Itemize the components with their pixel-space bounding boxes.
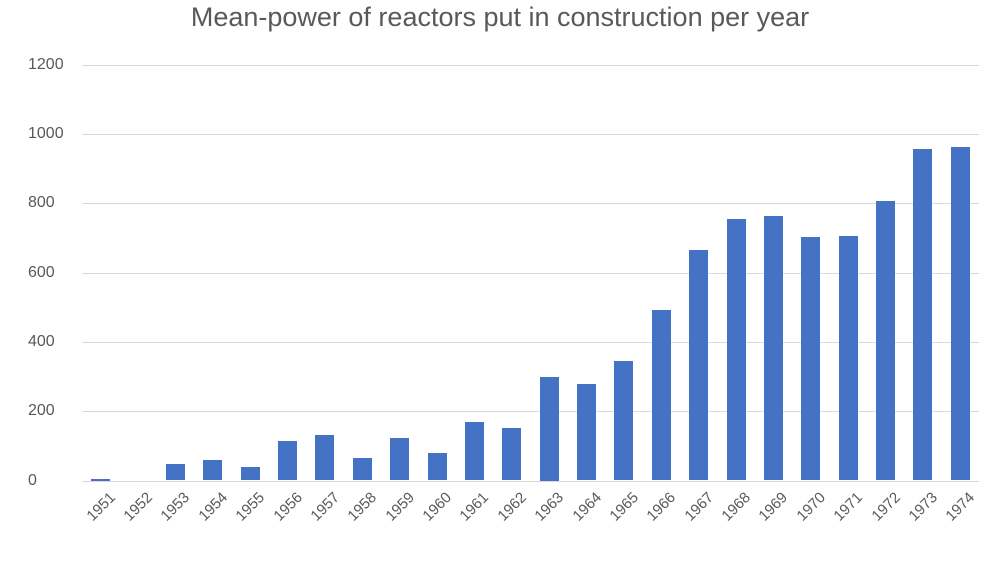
x-tick-label: 1968 xyxy=(718,488,755,525)
x-tick-label: 1955 xyxy=(232,488,269,525)
x-tick-label: 1965 xyxy=(606,488,642,525)
bar-1964 xyxy=(577,384,597,481)
bar-1969 xyxy=(763,215,783,481)
bar-1957 xyxy=(315,434,335,481)
y-tick-label: 0 xyxy=(28,471,37,489)
gridline xyxy=(82,65,979,66)
bar-1971 xyxy=(838,235,858,481)
x-tick-label: 1964 xyxy=(568,488,605,525)
x-tick-label: 1967 xyxy=(681,488,717,525)
bar-1967 xyxy=(689,250,709,481)
x-tick-label: 1956 xyxy=(269,488,306,525)
bar-1953 xyxy=(165,464,185,481)
bar-1974 xyxy=(950,147,970,481)
x-tick-label: 1953 xyxy=(157,488,194,525)
x-tick-label: 1969 xyxy=(755,488,792,525)
x-tick-label: 1966 xyxy=(643,488,680,525)
bar-1956 xyxy=(278,440,298,481)
x-tick-label: 1951 xyxy=(83,488,119,525)
bar-1951 xyxy=(91,479,111,482)
x-tick-label: 1972 xyxy=(867,488,904,525)
bar-1970 xyxy=(801,236,821,481)
y-tick-label: 800 xyxy=(28,194,55,212)
x-tick-label: 1971 xyxy=(830,488,867,525)
gridline xyxy=(82,134,979,135)
x-tick-label: 1973 xyxy=(905,488,941,525)
chart-title: Mean-power of reactors put in constructi… xyxy=(190,2,810,32)
x-tick-label: 1957 xyxy=(307,488,343,525)
bar-1962 xyxy=(502,427,522,481)
bar-1972 xyxy=(876,201,896,481)
bar-1968 xyxy=(726,219,746,481)
bar-1963 xyxy=(539,376,559,481)
x-tick-label: 1960 xyxy=(419,488,456,525)
gridline xyxy=(82,273,979,274)
gridline xyxy=(82,203,979,204)
y-tick-label: 1000 xyxy=(28,124,64,142)
bar-1961 xyxy=(464,422,484,481)
y-tick-label: 200 xyxy=(28,402,55,420)
bar-1973 xyxy=(913,148,933,481)
x-tick-label: 1970 xyxy=(793,488,829,525)
bar-1959 xyxy=(390,438,410,481)
x-tick-label: 1958 xyxy=(344,488,381,525)
bar-1960 xyxy=(427,452,447,481)
bar-1966 xyxy=(651,309,671,481)
y-tick-label: 400 xyxy=(28,332,55,350)
bar-1958 xyxy=(352,457,372,481)
bar-1965 xyxy=(614,360,634,481)
x-tick-label: 1961 xyxy=(456,488,493,525)
x-tick-label: 1954 xyxy=(195,488,231,525)
x-tick-label: 1959 xyxy=(382,488,418,525)
gridline xyxy=(82,481,979,482)
x-tick-label: 1974 xyxy=(942,488,979,525)
gridline xyxy=(82,411,979,412)
y-tick-label: 1200 xyxy=(28,55,64,73)
x-tick-label: 1952 xyxy=(120,488,157,525)
gridline xyxy=(82,342,979,343)
x-tick-label: 1962 xyxy=(494,488,530,525)
x-tick-label: 1963 xyxy=(531,488,568,525)
bar-1955 xyxy=(240,466,260,481)
bar-1954 xyxy=(203,460,223,481)
y-tick-label: 600 xyxy=(28,263,55,281)
